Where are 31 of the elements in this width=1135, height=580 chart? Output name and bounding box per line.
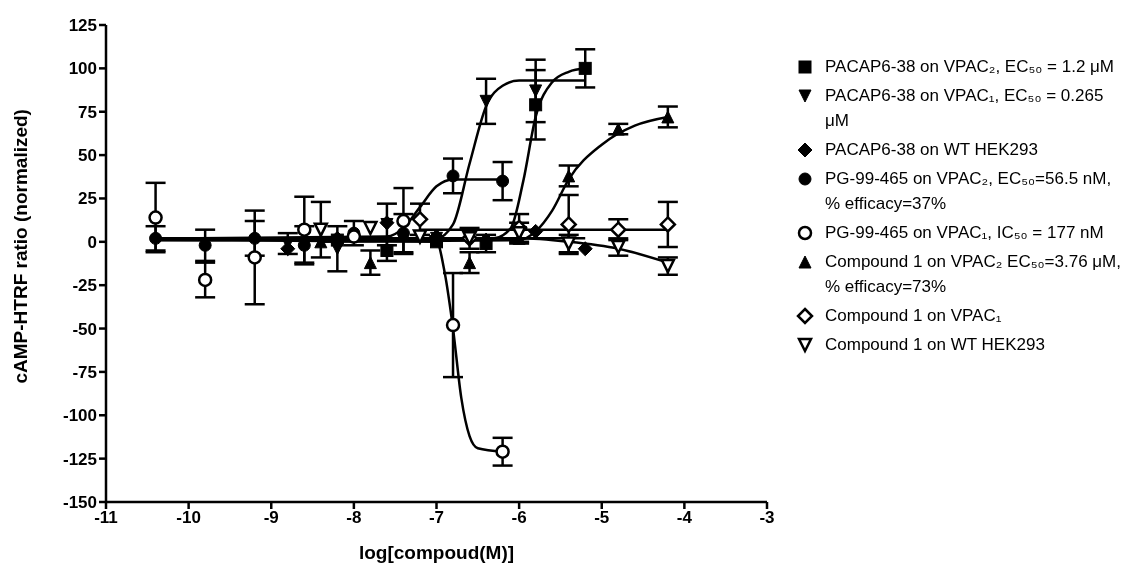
y-tick-label: -150 [62, 493, 97, 513]
x-tick-label: -4 [676, 508, 693, 528]
x-tick-label: -7 [428, 508, 445, 528]
y-tick-label: 125 [68, 16, 97, 36]
y-tick-label: -100 [62, 406, 97, 426]
y-tick-label: -125 [62, 449, 97, 469]
x-tick-label: -5 [594, 508, 610, 528]
x-tick-label: -11 [94, 508, 118, 528]
y-tick-label: 100 [68, 59, 97, 79]
legend-label: PG-99-465 on VPAC₂, EC₅₀=56.5 nM, % efficacy=37% [825, 168, 1113, 215]
y-tick-label: 0 [87, 232, 97, 252]
legend-label: Compound 1 on VPAC₁ [825, 305, 1002, 327]
x-axis-title: log[compoud(M)] [358, 542, 515, 564]
y-tick-label: 25 [78, 189, 97, 209]
legend-label: Compound 1 on VPAC₂ EC₅₀=3.76 μM, % efficacy=73% [825, 251, 1122, 298]
x-tick-label: -9 [263, 508, 279, 528]
legend-label: PG-99-465 on VPAC₁, IC₅₀ = 177 nM [825, 222, 1104, 244]
y-tick-label: 50 [78, 146, 97, 166]
y-tick-label: -25 [72, 276, 97, 296]
y-tick-label: -50 [72, 319, 97, 339]
x-tick-label: -10 [176, 508, 201, 528]
x-tick-label: -6 [511, 508, 527, 528]
legend-label: Compound 1 on WT HEK293 [825, 334, 1045, 356]
y-axis-title: cAMP-HTRF ratio (normalized) [9, 109, 31, 384]
x-tick-label: -8 [346, 508, 362, 528]
y-tick-label: -75 [72, 362, 97, 382]
legend-label: PACAP6-38 on VPAC₂, EC₅₀ = 1.2 μM [825, 56, 1115, 78]
legend-label: PACAP6-38 on WT HEK293 [825, 139, 1038, 161]
x-tick-label: -3 [759, 508, 775, 528]
y-tick-label: 75 [78, 102, 97, 122]
legend-label: PACAP6-38 on VPAC₁, EC₅₀ = 0.265 μM [825, 85, 1105, 132]
